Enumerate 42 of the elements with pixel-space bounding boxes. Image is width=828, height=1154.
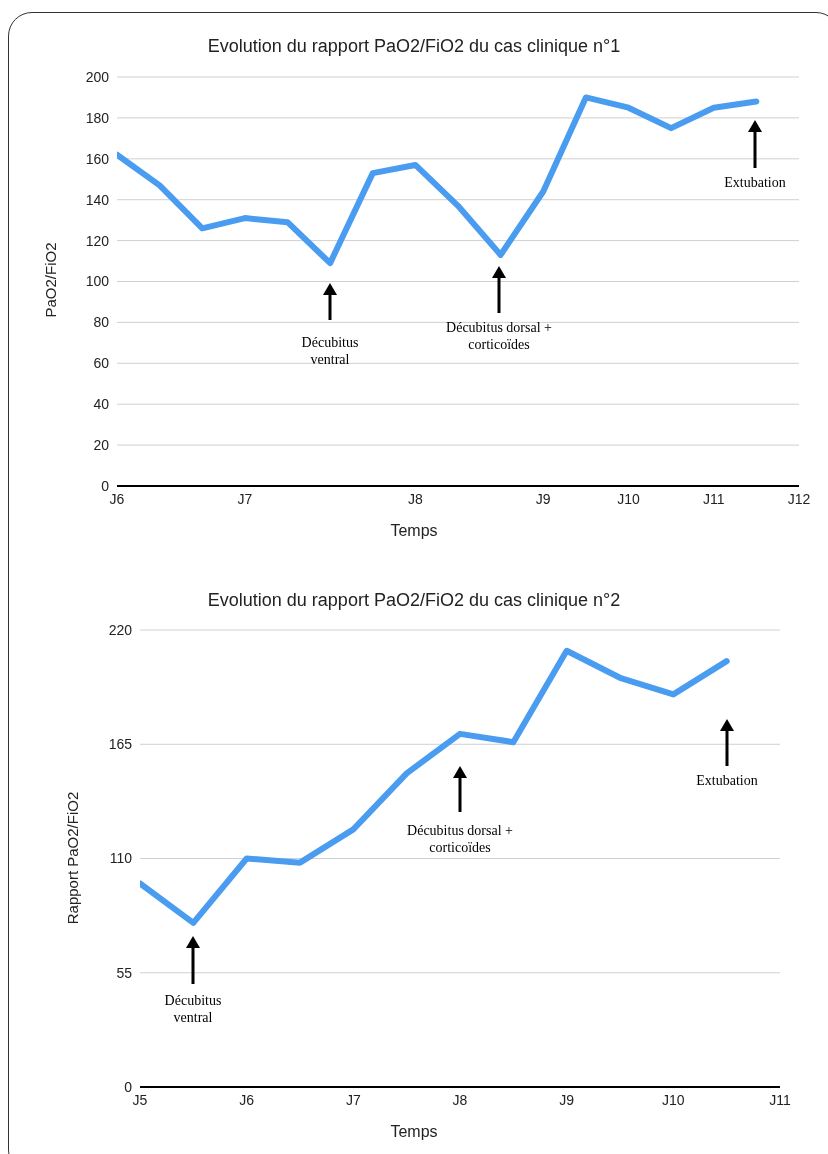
y-tick-label: 55 [116,964,133,981]
x-tick-label: J9 [535,490,551,507]
y-tick-label: 100 [85,273,110,290]
y-tick-label: 40 [93,396,110,413]
x-tick-label: J10 [617,490,640,507]
x-axis-title: Temps [389,1123,439,1141]
y-tick-label: 200 [85,68,110,85]
x-tick-label: J12 [787,490,811,507]
x-tick-label: J8 [452,1091,468,1108]
chart-title: Evolution du rapport PaO2/FiO2 du cas clinique n°1 [206,36,622,57]
x-tick-label: J9 [559,1091,575,1108]
y-tick-label: 220 [108,621,133,638]
annotation: Extubation [723,174,787,191]
y-tick-label: 140 [85,191,110,208]
x-tick-label: J10 [662,1091,685,1108]
x-tick-label: J11 [769,1091,791,1108]
x-axis-title: Temps [389,522,439,540]
chart-title: Evolution du rapport PaO2/FiO2 du cas clinique n°2 [206,590,622,611]
y-tick-label: 80 [93,314,110,331]
x-tick-label: J8 [407,490,423,507]
y-tick-label: 0 [101,477,110,494]
x-tick-label: J11 [702,490,725,507]
annotation: Décubitus ventral [300,334,360,368]
y-tick-label: 60 [93,355,110,372]
y-tick-label: 20 [93,437,110,454]
y-tick-label: 160 [85,150,110,167]
y-tick-label: 165 [108,736,133,753]
annotation: Décubitus dorsal + corticoïdes [445,319,553,353]
x-tick-label: J7 [345,1091,361,1108]
annotation: Décubitus dorsal + corticoïdes [406,822,514,856]
y-axis-title: Rapport PaO2/FiO2 [63,791,81,925]
y-tick-label: 110 [109,850,133,867]
annotation: Décubitus ventral [163,992,223,1026]
x-tick-label: J6 [239,1091,255,1108]
y-axis-title: PaO2/FiO2 [41,242,59,318]
x-tick-label: J7 [237,490,253,507]
annotation: Extubation [695,772,759,789]
y-tick-label: 180 [85,109,110,126]
x-tick-label: J6 [109,490,125,507]
y-tick-label: 120 [85,232,110,249]
y-tick-label: 0 [124,1078,133,1095]
x-tick-label: J5 [132,1091,148,1108]
